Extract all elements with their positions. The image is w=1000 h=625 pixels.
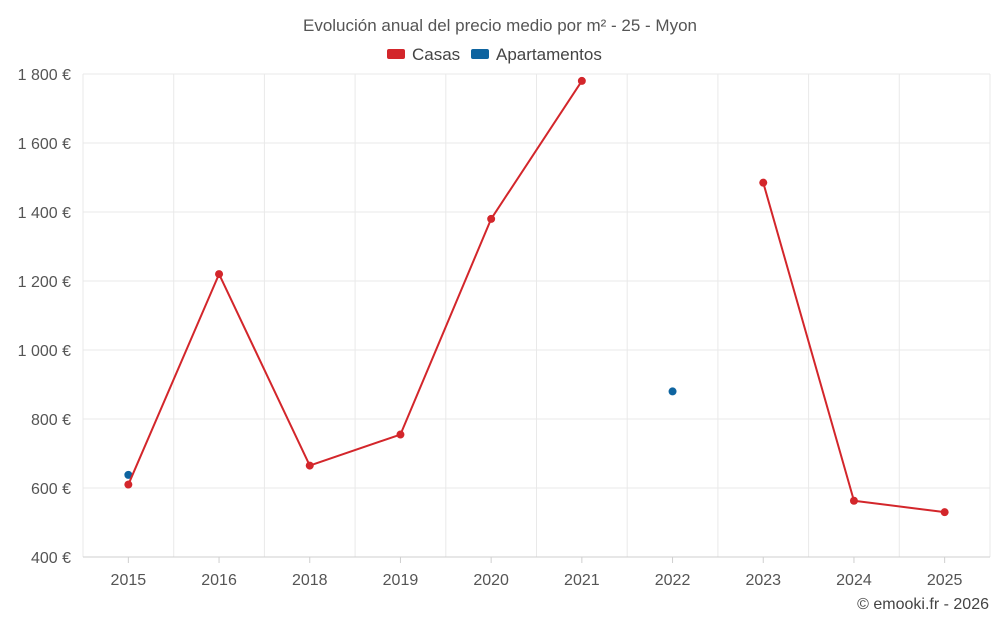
data-point-apartamentos[interactable]: [124, 470, 133, 479]
x-tick-label: 2015: [111, 572, 147, 589]
series-segment-casas: [218, 273, 311, 467]
y-tick-label: 1 000 €: [18, 343, 71, 360]
series-segment-casas: [399, 217, 493, 436]
series-segment-casas: [852, 499, 946, 514]
x-tick-label: 2019: [383, 572, 419, 589]
legend-swatch-casas: [387, 49, 405, 59]
y-tick-label: 1 800 €: [18, 67, 71, 84]
data-point-apartamentos[interactable]: [668, 387, 677, 396]
series-apartamentos: [124, 387, 677, 479]
data-point-casas[interactable]: [215, 270, 224, 279]
data-point-casas[interactable]: [940, 508, 949, 517]
data-point-casas[interactable]: [849, 496, 858, 505]
x-tick-label: 2018: [292, 572, 328, 589]
legend-label-apartamentos: Apartamentos: [496, 45, 602, 64]
series-segment-casas: [308, 433, 402, 467]
y-axis: 400 € 600 € 800 € 1 000 € 1 200 € 1 400 € 1 60…: [18, 67, 71, 567]
grid-lines: [82, 73, 991, 557]
x-tick-label: 2021: [564, 572, 600, 589]
x-tick-label: 2025: [927, 572, 963, 589]
x-axis: 2015 2016 2018 2019 2020 2021 2022 2023 2024 2025: [83, 556, 990, 589]
data-point-casas[interactable]: [396, 430, 405, 439]
y-tick-label: 800 €: [31, 412, 71, 429]
y-tick-label: 1 400 €: [18, 205, 71, 222]
data-point-casas[interactable]: [124, 480, 133, 489]
data-point-casas[interactable]: [487, 214, 496, 223]
data-point-casas[interactable]: [577, 76, 586, 85]
series-segment-casas: [762, 181, 855, 502]
data-point-casas[interactable]: [305, 461, 314, 470]
y-tick-label: 1 200 €: [18, 274, 71, 291]
series-layer: [124, 76, 949, 517]
legend-label-casas: Casas: [412, 45, 460, 64]
credit-label: © emooki.fr - 2026: [857, 596, 989, 613]
data-point-casas[interactable]: [759, 178, 768, 187]
x-tick-label: 2022: [655, 572, 691, 589]
legend-item-casas[interactable]: Casas: [387, 45, 460, 64]
legend-item-apartamentos[interactable]: Apartamentos: [471, 45, 602, 64]
series-segment-casas: [490, 79, 583, 220]
x-tick-label: 2016: [201, 572, 237, 589]
series-segment-casas: [127, 273, 221, 486]
x-tick-label: 2023: [745, 572, 781, 589]
y-tick-label: 400 €: [31, 550, 71, 567]
chart-legend: Casas Apartamentos: [387, 45, 602, 64]
x-tick-label: 2024: [836, 572, 872, 589]
y-tick-label: 600 €: [31, 481, 71, 498]
y-tick-label: 1 600 €: [18, 136, 71, 153]
legend-swatch-apartamentos: [471, 49, 489, 59]
x-tick-label: 2020: [473, 572, 509, 589]
series-casas: [124, 76, 949, 517]
chart-title: Evolución anual del precio medio por m² …: [303, 16, 697, 35]
